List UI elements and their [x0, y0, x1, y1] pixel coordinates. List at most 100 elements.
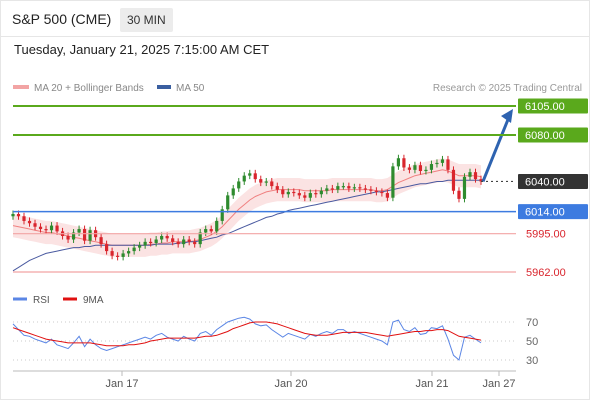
candle-body [143, 241, 147, 246]
candle-body [154, 239, 158, 243]
candle-body [149, 241, 153, 244]
candle-body [330, 188, 334, 190]
candle-body [418, 165, 423, 172]
candle-body [429, 164, 434, 170]
candle-body [319, 190, 323, 195]
candle-body [38, 226, 43, 230]
x-axis-label: Jan 17 [105, 378, 138, 390]
candle-body [314, 193, 318, 195]
candle-body [380, 191, 384, 194]
ma20-legend-label: MA 20 + Bollinger Bands [34, 83, 144, 94]
candle-body [160, 236, 164, 240]
x-axis-label: Jan 21 [415, 378, 448, 390]
rsi-panel: 30 50 70 [12, 316, 538, 367]
candle-body [127, 251, 131, 254]
candle-body [171, 238, 175, 242]
rsi-line [12, 316, 482, 361]
candle-body [237, 181, 241, 189]
candle-body [396, 158, 401, 167]
candle-body [105, 244, 109, 252]
level-badge-resistance [518, 98, 588, 114]
candle-body [182, 239, 186, 245]
level-label-resistance: 6105.00 [525, 101, 565, 113]
candle-body [385, 193, 389, 198]
candle-body [297, 193, 301, 196]
candle-body [473, 172, 478, 180]
candle-body [204, 229, 208, 233]
candle-body [325, 188, 329, 191]
candle-body [369, 189, 373, 191]
candle-body [424, 169, 428, 172]
candle-body [77, 229, 81, 233]
candle-body [308, 193, 312, 198]
level-label-support: 5962.00 [526, 267, 566, 279]
ma50-legend-label: MA 50 [176, 83, 205, 94]
candle-body [49, 225, 54, 231]
forecast-arrowhead [501, 109, 513, 123]
time-axis: Jan 17 Jan 20 Jan 21 Jan 27 [13, 370, 516, 390]
rsi-ma-line [12, 321, 482, 347]
candle-body [407, 167, 412, 170]
header-divider [1, 36, 589, 37]
candle-body [66, 236, 70, 240]
candle-body [22, 216, 26, 221]
candle-body [33, 223, 37, 227]
candle-body [440, 159, 445, 163]
candle-body [27, 220, 32, 224]
candle-body [281, 189, 285, 195]
candle-body [457, 190, 461, 199]
candle-body [71, 232, 76, 240]
candle-body [121, 253, 125, 257]
candle-body [116, 255, 120, 257]
chart-datetime: Tuesday, January 21, 2025 7:15:00 AM CET [14, 42, 270, 57]
candle-body [248, 173, 252, 176]
level-label-resistance: 6080.00 [525, 130, 565, 142]
ma20-line [12, 169, 482, 246]
rsi-legend-label: RSI [33, 295, 50, 306]
candle-body [231, 188, 235, 196]
candle-body [468, 172, 472, 177]
candle-body [358, 187, 362, 189]
candle-body [88, 230, 92, 241]
candle-body [193, 241, 197, 245]
level-badge-current [518, 173, 588, 189]
candle-body [479, 179, 483, 182]
candle-body [215, 220, 219, 232]
candle-body [259, 179, 263, 183]
rsi-tick-label: 30 [526, 355, 538, 367]
candle-body [303, 195, 307, 198]
candle-body [198, 232, 202, 245]
candle-body [220, 209, 224, 221]
candle-body [16, 213, 21, 217]
timeframe-badge[interactable]: 30 MIN [120, 8, 173, 32]
candle-body [462, 176, 467, 199]
copyright-text: Research © 2025 Trading Central [433, 83, 582, 94]
price-chart: MA 20 + Bollinger Bands MA 50 Research ©… [11, 83, 588, 390]
candle-body [391, 166, 395, 198]
candle-body [336, 186, 340, 190]
candle-body [341, 186, 345, 188]
rsi-tick-label: 70 [526, 317, 538, 329]
x-axis-label: Jan 20 [274, 378, 307, 390]
price-levels: 6105.00 6080.00 6040.00 6014.00 5995.00 5962.… [13, 98, 588, 279]
level-badge-pivot [518, 204, 588, 220]
candle-body [209, 229, 213, 232]
candle-body [446, 159, 450, 170]
candle-body [374, 190, 378, 192]
level-label-support: 5995.00 [526, 229, 566, 241]
candle-body [402, 158, 406, 168]
instrument-title: S&P 500 (CME) [12, 11, 112, 27]
candle-body [347, 186, 351, 189]
candle-body [99, 237, 103, 245]
bollinger-band [13, 158, 481, 257]
candle-body [187, 239, 191, 242]
level-label-current: 6040.00 [525, 176, 565, 188]
level-badge-resistance [518, 127, 588, 143]
candle-body [451, 169, 456, 191]
candle-body [253, 173, 257, 180]
ma50-line [12, 179, 481, 272]
candle-body [44, 229, 48, 231]
candle-body [242, 175, 246, 182]
candle-body [176, 241, 180, 245]
